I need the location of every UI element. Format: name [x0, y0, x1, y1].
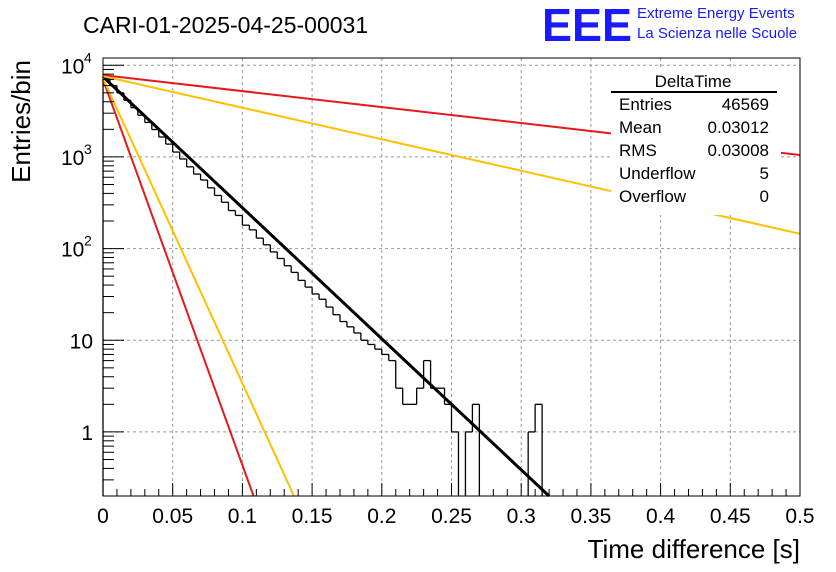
x-axis-label: Time difference [s] [588, 534, 800, 564]
x-tick-label: 0.1 [228, 505, 257, 528]
eee-logo-mark: EEE [542, 0, 632, 51]
curve-red-fast [102, 79, 255, 497]
stats-label-underflow: Underflow [619, 164, 696, 183]
logo-line-2: La Scienza nelle Scuole [637, 25, 797, 42]
x-tick-label: 0.4 [646, 505, 676, 528]
y-tick-label-exponent: 2 [84, 233, 92, 249]
x-tick-label: 0.45 [710, 505, 751, 528]
stats-value-mean: 0.03012 [708, 118, 769, 137]
eee-logo: EEE Extreme Energy Events La Scienza nel… [542, 0, 797, 51]
stats-label-rms: RMS [619, 141, 657, 160]
stats-label-overflow: Overflow [619, 187, 687, 206]
x-tick-label: 0.25 [431, 505, 472, 528]
y-tick-label-exponent: 4 [84, 49, 92, 65]
x-tick-label: 0 [97, 505, 109, 528]
stats-label-entries: Entries [619, 95, 672, 114]
curve-orange-fast [102, 77, 295, 497]
y-axis-label: Entries/bin [6, 60, 36, 183]
histogram-layer [102, 77, 543, 496]
x-tick-label: 0.35 [570, 505, 611, 528]
y-tick-label: 10 [61, 55, 84, 78]
stats-title: DeltaTime [655, 72, 732, 91]
stats-value-underflow: 5 [760, 164, 769, 183]
x-tick-label: 0.15 [292, 505, 333, 528]
x-tick-label: 0.5 [785, 505, 814, 528]
stats-value-overflow: 0 [760, 187, 769, 206]
y-tick-label: 1 [81, 422, 93, 445]
x-tick-label: 0.05 [152, 505, 193, 528]
x-tick-label: 0.2 [367, 505, 396, 528]
logo-line-1: Extreme Energy Events [637, 5, 795, 22]
y-tick-label: 10 [61, 147, 84, 170]
run-title: CARI-01-2025-04-25-00031 [83, 12, 368, 38]
stats-value-rms: 0.03008 [708, 141, 769, 160]
stats-box-background [611, 70, 781, 215]
x-tick-label: 0.3 [507, 505, 536, 528]
y-tick-label-exponent: 3 [84, 141, 92, 157]
stats-label-mean: Mean [619, 118, 662, 137]
y-tick-label: 10 [70, 330, 93, 353]
stats-box: DeltaTime Entries 46569 Mean 0.03012 RMS… [611, 70, 781, 215]
axes: 0 0.05 0.1 0.15 0.2 0.25 0.3 0.35 0.4 0.45 0.5 1 10 1… [61, 49, 815, 528]
curve-fit [101, 75, 551, 498]
stats-value-entries: 46569 [722, 95, 769, 114]
y-tick-label: 10 [61, 239, 84, 262]
